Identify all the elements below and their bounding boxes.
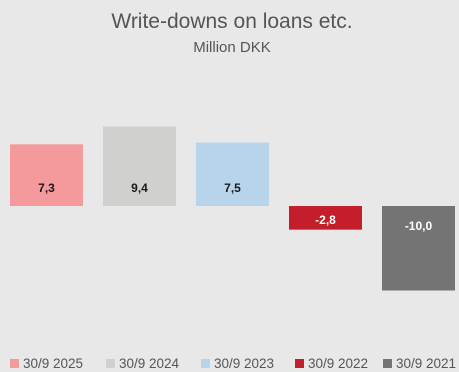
legend-label-4: 30/9 2022 — [308, 356, 368, 371]
bar-1 — [10, 144, 83, 206]
bar-value-label-2: 9,4 — [131, 181, 148, 195]
legend-swatch-2 — [106, 359, 115, 368]
legend: 30/9 2025 30/9 2024 30/9 2023 30/9 2022 30/9… — [10, 356, 456, 371]
chart-title: Write-downs on loans etc. — [111, 10, 352, 33]
bar-value-label-4: -2,8 — [315, 213, 336, 227]
legend-swatch-1 — [10, 359, 19, 368]
legend-label-2: 30/9 2024 — [119, 356, 180, 371]
bar-2 — [103, 126, 176, 206]
legend-label-5: 30/9 2021 — [396, 356, 456, 371]
bar-value-label-5: -10,0 — [405, 219, 433, 233]
bar-4 — [289, 206, 362, 230]
legend-label-3: 30/9 2023 — [214, 356, 274, 371]
legend-swatch-5 — [383, 359, 392, 368]
chart-subtitle: Million DKK — [193, 39, 271, 56]
bar-value-label-1: 7,3 — [38, 181, 55, 195]
bar-5 — [382, 206, 455, 291]
bars-group: 7,3 9,4 7,5 -2,8 -10,0 — [10, 126, 455, 291]
bar-value-label-3: 7,5 — [224, 181, 241, 195]
legend-swatch-4 — [295, 359, 304, 368]
bar-3 — [196, 142, 269, 206]
legend-swatch-3 — [201, 359, 210, 368]
legend-label-1: 30/9 2025 — [23, 356, 83, 371]
